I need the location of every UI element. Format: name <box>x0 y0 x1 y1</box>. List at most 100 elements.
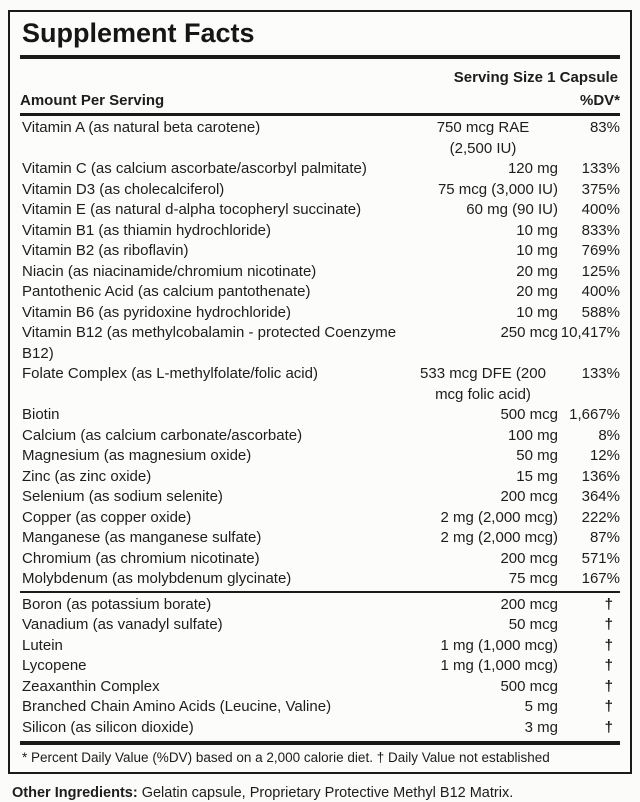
nutrient-amount: 5 mg <box>524 698 558 715</box>
nutrient-row: Vitamin C (as calcium ascorbate/ascorbyl… <box>20 159 620 180</box>
nutrient-row: Vitamin B6 (as pyridoxine hydrochloride)… <box>20 303 620 324</box>
nutrient-row: Magnesium (as magnesium oxide) 50 mg 12% <box>20 446 620 467</box>
other-ingredients: Other Ingredients: Gelatin capsule, Prop… <box>8 774 632 802</box>
nutrient-row: Vitamin D3 (as cholecalciferol) 75 mcg (… <box>20 180 620 201</box>
nutrient-row: Boron (as potassium borate) 200 mcg † <box>20 595 620 616</box>
nutrient-dv: † <box>604 595 613 613</box>
nutrient-name: Selenium (as sodium selenite) <box>22 488 223 505</box>
column-header-amount: Amount Per Serving <box>20 92 165 109</box>
nutrient-row: Lycopene 1 mg (1,000 mcg) † <box>20 656 620 677</box>
other-ingredients-label: Other Ingredients: <box>12 785 138 801</box>
nutrient-amount: 2 mg (2,000 mcg) <box>440 529 558 546</box>
nutrient-amount: 60 mg (90 IU) <box>466 201 558 218</box>
nutrient-dv: 222% <box>581 508 620 526</box>
nutrient-name: Niacin (as niacinamide/chromium nicotina… <box>22 262 317 280</box>
nutrient-dv: 133% <box>581 160 620 177</box>
nutrient-row: Vanadium (as vanadyl sulfate) 50 mcg † <box>20 615 620 636</box>
nutrient-row: Calcium (as calcium carbonate/ascorbate)… <box>20 426 620 447</box>
column-header-row: Amount Per Serving %DV* <box>20 90 620 116</box>
nutrient-name: Biotin <box>22 406 60 423</box>
nutrient-row: Zinc (as zinc oxide) 15 mg 136% <box>20 467 620 488</box>
nutrient-amount: 1 mg (1,000 mcg) <box>440 636 558 654</box>
nutrient-dv: 400% <box>581 201 620 218</box>
nutrient-dv: † <box>604 636 613 654</box>
nutrient-row: Vitamin A (as natural beta carotene) 750… <box>20 118 620 159</box>
nutrient-section-main: Vitamin A (as natural beta carotene) 750… <box>20 116 620 591</box>
panel-title: Supplement Facts <box>22 18 255 48</box>
title-divider <box>20 55 620 59</box>
nutrient-dv: † <box>604 718 613 736</box>
nutrient-row: Lutein 1 mg (1,000 mcg) † <box>20 636 620 657</box>
nutrient-row: Folate Complex (as L-methylfolate/folic … <box>20 364 620 405</box>
nutrient-amount: 75 mcg (3,000 IU) <box>437 180 558 198</box>
nutrient-section-no-dv: Boron (as potassium borate) 200 mcg † Va… <box>20 590 620 740</box>
nutrient-row: Manganese (as manganese sulfate) 2 mg (2… <box>20 528 620 549</box>
nutrient-dv: 588% <box>581 303 620 321</box>
nutrient-amount: 15 mg <box>516 467 558 485</box>
nutrient-dv: 83% <box>589 119 620 136</box>
nutrient-row: Vitamin E (as natural d-alpha tocopheryl… <box>20 200 620 221</box>
nutrient-row: Molybdenum (as molybdenum glycinate) 75 … <box>20 569 620 590</box>
other-ingredients-text: Gelatin capsule, Proprietary Protective … <box>137 785 514 801</box>
nutrient-dv: 87% <box>589 529 620 546</box>
nutrient-name: Vitamin B6 (as pyridoxine hydrochloride) <box>22 303 292 321</box>
nutrient-dv: 1,667% <box>569 406 620 423</box>
nutrient-amount: 10 mg <box>516 242 558 259</box>
nutrient-name: Vitamin C (as calcium ascorbate/ascorbyl… <box>22 160 367 177</box>
nutrient-name: Pantothenic Acid (as calcium pantothenat… <box>22 283 311 300</box>
nutrient-amount: 3 mg <box>524 718 558 736</box>
nutrient-name: Folate Complex (as L-methylfolate/folic … <box>22 365 318 382</box>
nutrient-amount: 1 mg (1,000 mcg) <box>440 657 558 674</box>
nutrient-name: Lycopene <box>22 657 87 674</box>
nutrient-name: Boron (as potassium borate) <box>22 595 212 613</box>
nutrient-dv: 12% <box>589 447 620 464</box>
nutrient-dv: 8% <box>598 426 620 444</box>
nutrient-name: Chromium (as chromium nicotinate) <box>22 549 260 567</box>
nutrient-amount: 200 mcg <box>500 488 558 505</box>
nutrient-dv: 133% <box>581 365 620 382</box>
nutrient-amount: 75 mcg <box>508 570 558 587</box>
nutrient-row: Vitamin B2 (as riboflavin) 10 mg 769% <box>20 241 620 262</box>
nutrient-dv: 364% <box>581 488 620 505</box>
nutrient-row: Niacin (as niacinamide/chromium nicotina… <box>20 262 620 283</box>
nutrient-amount: 200 mcg <box>500 595 558 613</box>
nutrient-dv: † <box>604 616 613 633</box>
nutrient-amount: 250 mcg <box>500 324 558 341</box>
nutrient-name: Vanadium (as vanadyl sulfate) <box>22 616 223 633</box>
nutrient-dv: † <box>604 698 613 715</box>
nutrient-row: Zeaxanthin Complex 500 mcg † <box>20 677 620 698</box>
nutrient-row: Pantothenic Acid (as calcium pantothenat… <box>20 282 620 303</box>
nutrient-amount: 750 mcg RAE (2,500 IU) <box>436 119 530 157</box>
supplement-facts-panel: Supplement Facts Serving Size 1 Capsule … <box>8 10 632 774</box>
footnote: * Percent Daily Value (%DV) based on a 2… <box>22 750 550 765</box>
nutrient-name: Vitamin E (as natural d-alpha tocopheryl… <box>22 201 362 218</box>
nutrient-dv: 769% <box>581 242 620 259</box>
nutrient-name: Calcium (as calcium carbonate/ascorbate) <box>22 426 303 444</box>
nutrient-row: Branched Chain Amino Acids (Leucine, Val… <box>20 697 620 718</box>
nutrient-name: Branched Chain Amino Acids (Leucine, Val… <box>22 698 332 715</box>
nutrient-row: Vitamin B1 (as thiamin hydrochloride) 10… <box>20 221 620 242</box>
nutrient-row: Copper (as copper oxide) 2 mg (2,000 mcg… <box>20 508 620 529</box>
nutrient-amount: 2 mg (2,000 mcg) <box>440 508 558 526</box>
nutrient-dv: 833% <box>581 221 620 239</box>
nutrient-dv: † <box>604 657 613 674</box>
nutrient-dv: 400% <box>581 283 620 300</box>
nutrient-dv: 571% <box>581 549 620 567</box>
nutrient-dv: 136% <box>581 467 620 485</box>
nutrient-name: Lutein <box>22 636 63 654</box>
footnote-divider <box>20 741 620 745</box>
nutrient-amount: 533 mcg DFE (200 mcg folic acid) <box>420 365 546 403</box>
nutrient-name: Vitamin B1 (as thiamin hydrochloride) <box>22 221 272 239</box>
nutrient-amount: 500 mcg <box>500 406 558 423</box>
nutrient-row: Chromium (as chromium nicotinate) 200 mc… <box>20 549 620 570</box>
nutrient-name: Zeaxanthin Complex <box>22 677 160 695</box>
nutrient-row: Biotin 500 mcg 1,667% <box>20 405 620 426</box>
nutrient-amount: 10 mg <box>516 303 558 321</box>
nutrient-row: Vitamin B12 (as methylcobalamin - protec… <box>20 323 620 364</box>
nutrient-amount: 50 mg <box>516 447 558 464</box>
nutrient-dv: 167% <box>581 570 620 587</box>
nutrient-row: Silicon (as silicon dioxide) 3 mg † <box>20 718 620 739</box>
serving-size: Serving Size 1 Capsule <box>453 69 618 86</box>
nutrient-name: Vitamin A (as natural beta carotene) <box>22 119 261 136</box>
